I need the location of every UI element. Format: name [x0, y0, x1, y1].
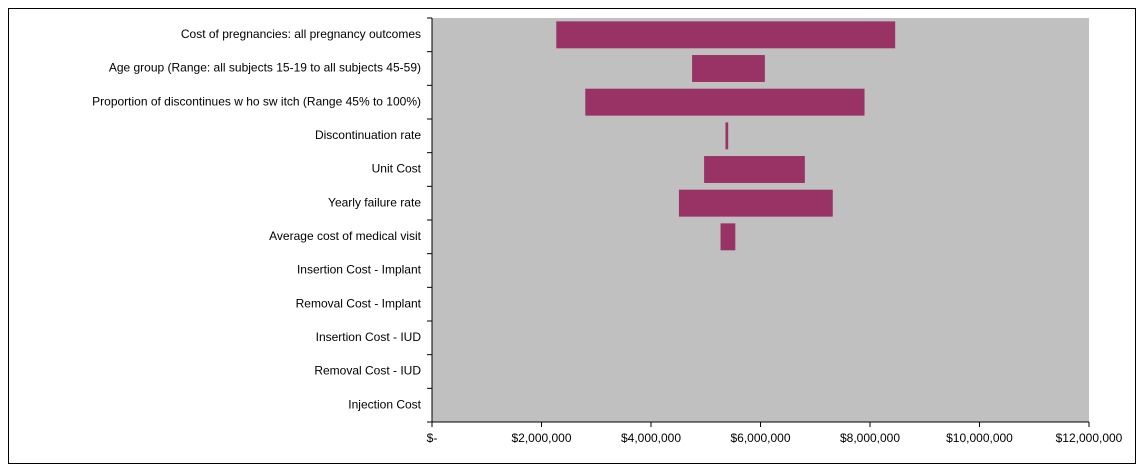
bar: [585, 88, 865, 116]
category-label: Removal Cost - IUD: [314, 364, 421, 378]
category-label: Injection Cost: [348, 397, 421, 411]
category-label: Removal Cost - Implant: [296, 296, 422, 310]
x-tick-label: $12,000,000: [1056, 431, 1123, 445]
category-label: Unit Cost: [372, 162, 422, 176]
category-label: Insertion Cost - Implant: [297, 263, 422, 277]
bar: [556, 21, 896, 49]
x-tick-label: $6,000,000: [730, 431, 790, 445]
category-label: Age group (Range: all subjects 15-19 to …: [109, 61, 421, 75]
x-tick-label: $-: [427, 431, 438, 445]
bar: [678, 189, 833, 217]
bar: [720, 223, 736, 251]
x-tick-label: $10,000,000: [946, 431, 1013, 445]
category-label: Insertion Cost - IUD: [316, 330, 422, 344]
category-label: Average cost of medical visit: [269, 229, 422, 243]
category-label: Discontinuation rate: [315, 128, 421, 142]
x-tick-label: $4,000,000: [621, 431, 681, 445]
bar: [704, 156, 805, 183]
x-tick-label: $2,000,000: [511, 431, 571, 445]
bar: [692, 55, 765, 82]
category-label: Proportion of discontinues w ho sw itch …: [92, 94, 421, 108]
plot-area: [432, 18, 1089, 422]
x-tick-label: $8,000,000: [840, 431, 900, 445]
bar: [725, 122, 729, 150]
category-label: Cost of pregnancies: all pregnancy outco…: [181, 27, 421, 41]
category-label: Yearly failure rate: [328, 195, 421, 209]
